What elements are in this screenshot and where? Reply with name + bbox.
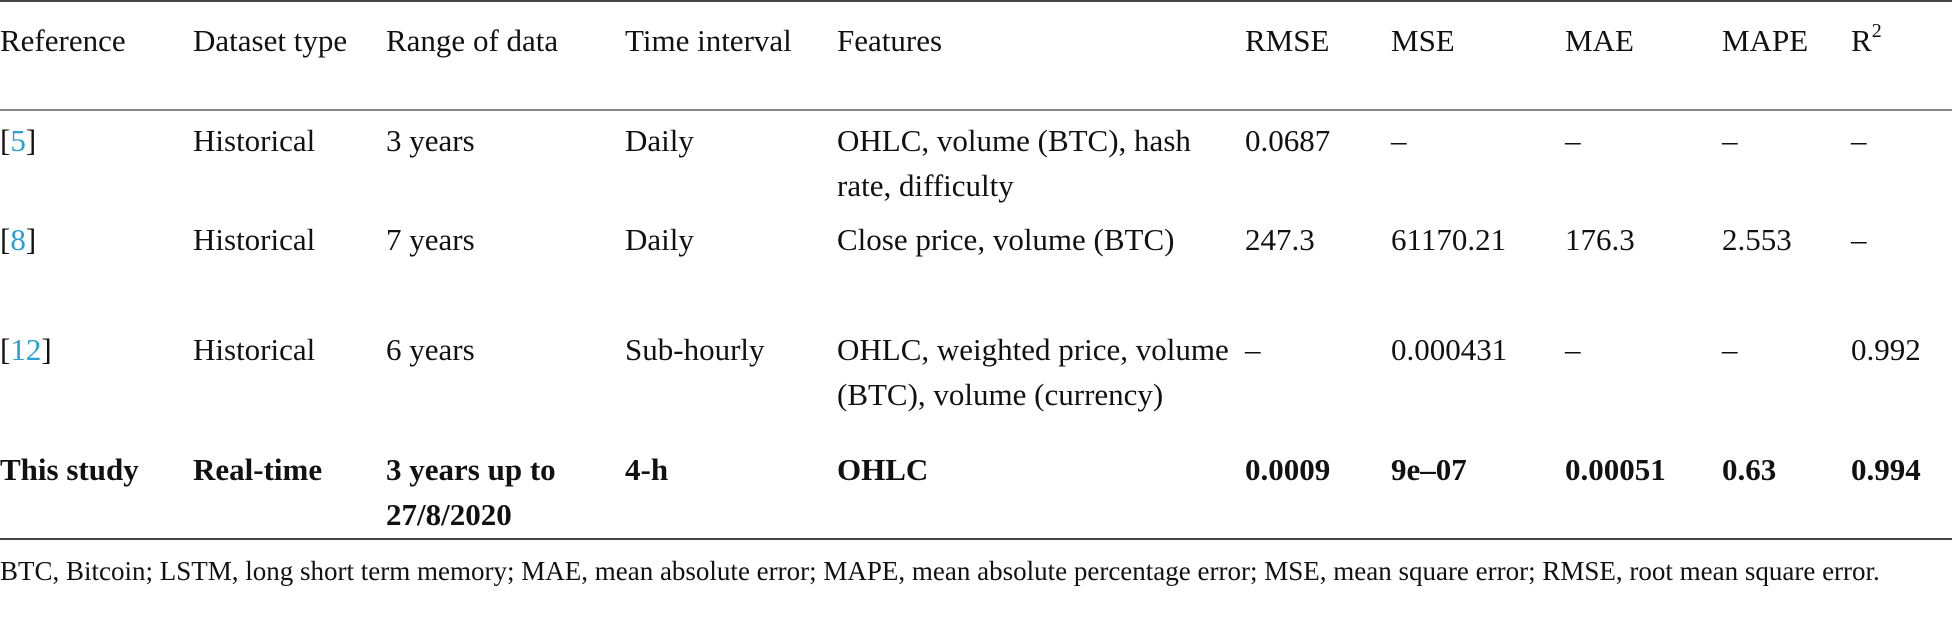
cell: 61170.21 (1391, 222, 1507, 257)
cell: Historical (193, 222, 316, 257)
header-r2: R2 (1851, 2, 1952, 110)
cell: – (1722, 332, 1738, 367)
cell: Daily (625, 123, 694, 158)
cell: OHLC, volume (BTC), hash rate, difficult… (837, 123, 1191, 203)
reference-cell: [5] (0, 123, 37, 158)
header-rule (0, 109, 1952, 111)
cell: OHLC, weighted price, volume (BTC), volu… (837, 332, 1229, 412)
header-dataset-type: Dataset type (193, 23, 348, 58)
comparison-table: Reference Dataset type Range of data Tim… (0, 2, 1952, 538)
cell: 7 years (386, 222, 475, 257)
header-range: Range of data (386, 23, 559, 58)
cell: 4-h (625, 452, 669, 487)
cell: 2.553 (1722, 222, 1792, 257)
top-rule (0, 0, 1952, 2)
cell: Sub-hourly (625, 332, 765, 367)
cell: 0.992 (1851, 332, 1921, 367)
cell: – (1722, 123, 1738, 158)
cell: – (1391, 123, 1407, 158)
table-row: [12] Historical 6 years Sub-hourly OHLC,… (0, 319, 1952, 439)
cell: 0.0009 (1245, 452, 1331, 487)
bottom-rule (0, 538, 1952, 540)
cell: 9e–07 (1391, 452, 1467, 487)
this-study-row: This study Real-time 3 years up to 27/8/… (0, 439, 1952, 538)
cell: 247.3 (1245, 222, 1315, 257)
cell: – (1851, 222, 1867, 257)
cell: 3 years (386, 123, 475, 158)
cell: – (1565, 332, 1581, 367)
reference-link[interactable]: 5 (10, 123, 26, 158)
header-mae: MAE (1565, 23, 1634, 58)
header-mape: MAPE (1722, 23, 1809, 58)
header-r2-base: R (1851, 23, 1872, 58)
header-time-interval: Time interval (625, 23, 792, 58)
cell: 6 years (386, 332, 475, 367)
cell: Historical (193, 332, 316, 367)
cell: 0.000431 (1391, 332, 1508, 367)
table-row: [5] Historical 3 years Daily OHLC, volum… (0, 110, 1952, 209)
header-mse: MSE (1391, 23, 1455, 58)
header-features: Features (837, 23, 943, 58)
reference-cell: [12] (0, 332, 52, 367)
reference-link[interactable]: 12 (10, 332, 42, 367)
cell: – (1851, 123, 1867, 158)
header-reference: Reference (0, 23, 126, 58)
cell: Close price, volume (BTC) (837, 222, 1175, 257)
header-row: Reference Dataset type Range of data Tim… (0, 2, 1952, 110)
reference-link[interactable]: 8 (10, 222, 26, 257)
header-r2-sup: 2 (1871, 20, 1882, 42)
cell: 3 years up to 27/8/2020 (386, 452, 556, 532)
cell: 176.3 (1565, 222, 1635, 257)
cell: – (1565, 123, 1581, 158)
cell: Historical (193, 123, 316, 158)
table-footnote: BTC, Bitcoin; LSTM, long short term memo… (0, 556, 1880, 586)
cell: 0.0687 (1245, 123, 1331, 158)
cell: OHLC (837, 452, 929, 487)
header-rmse: RMSE (1245, 23, 1330, 58)
table-row: [8] Historical 7 years Daily Close price… (0, 209, 1952, 319)
cell: Daily (625, 222, 694, 257)
cell: – (1245, 332, 1261, 367)
cell: Real-time (193, 452, 323, 487)
cell: This study (0, 452, 139, 487)
reference-cell: [8] (0, 222, 37, 257)
cell: 0.00051 (1565, 452, 1666, 487)
cell: 0.63 (1722, 452, 1777, 487)
cell: 0.994 (1851, 452, 1921, 487)
